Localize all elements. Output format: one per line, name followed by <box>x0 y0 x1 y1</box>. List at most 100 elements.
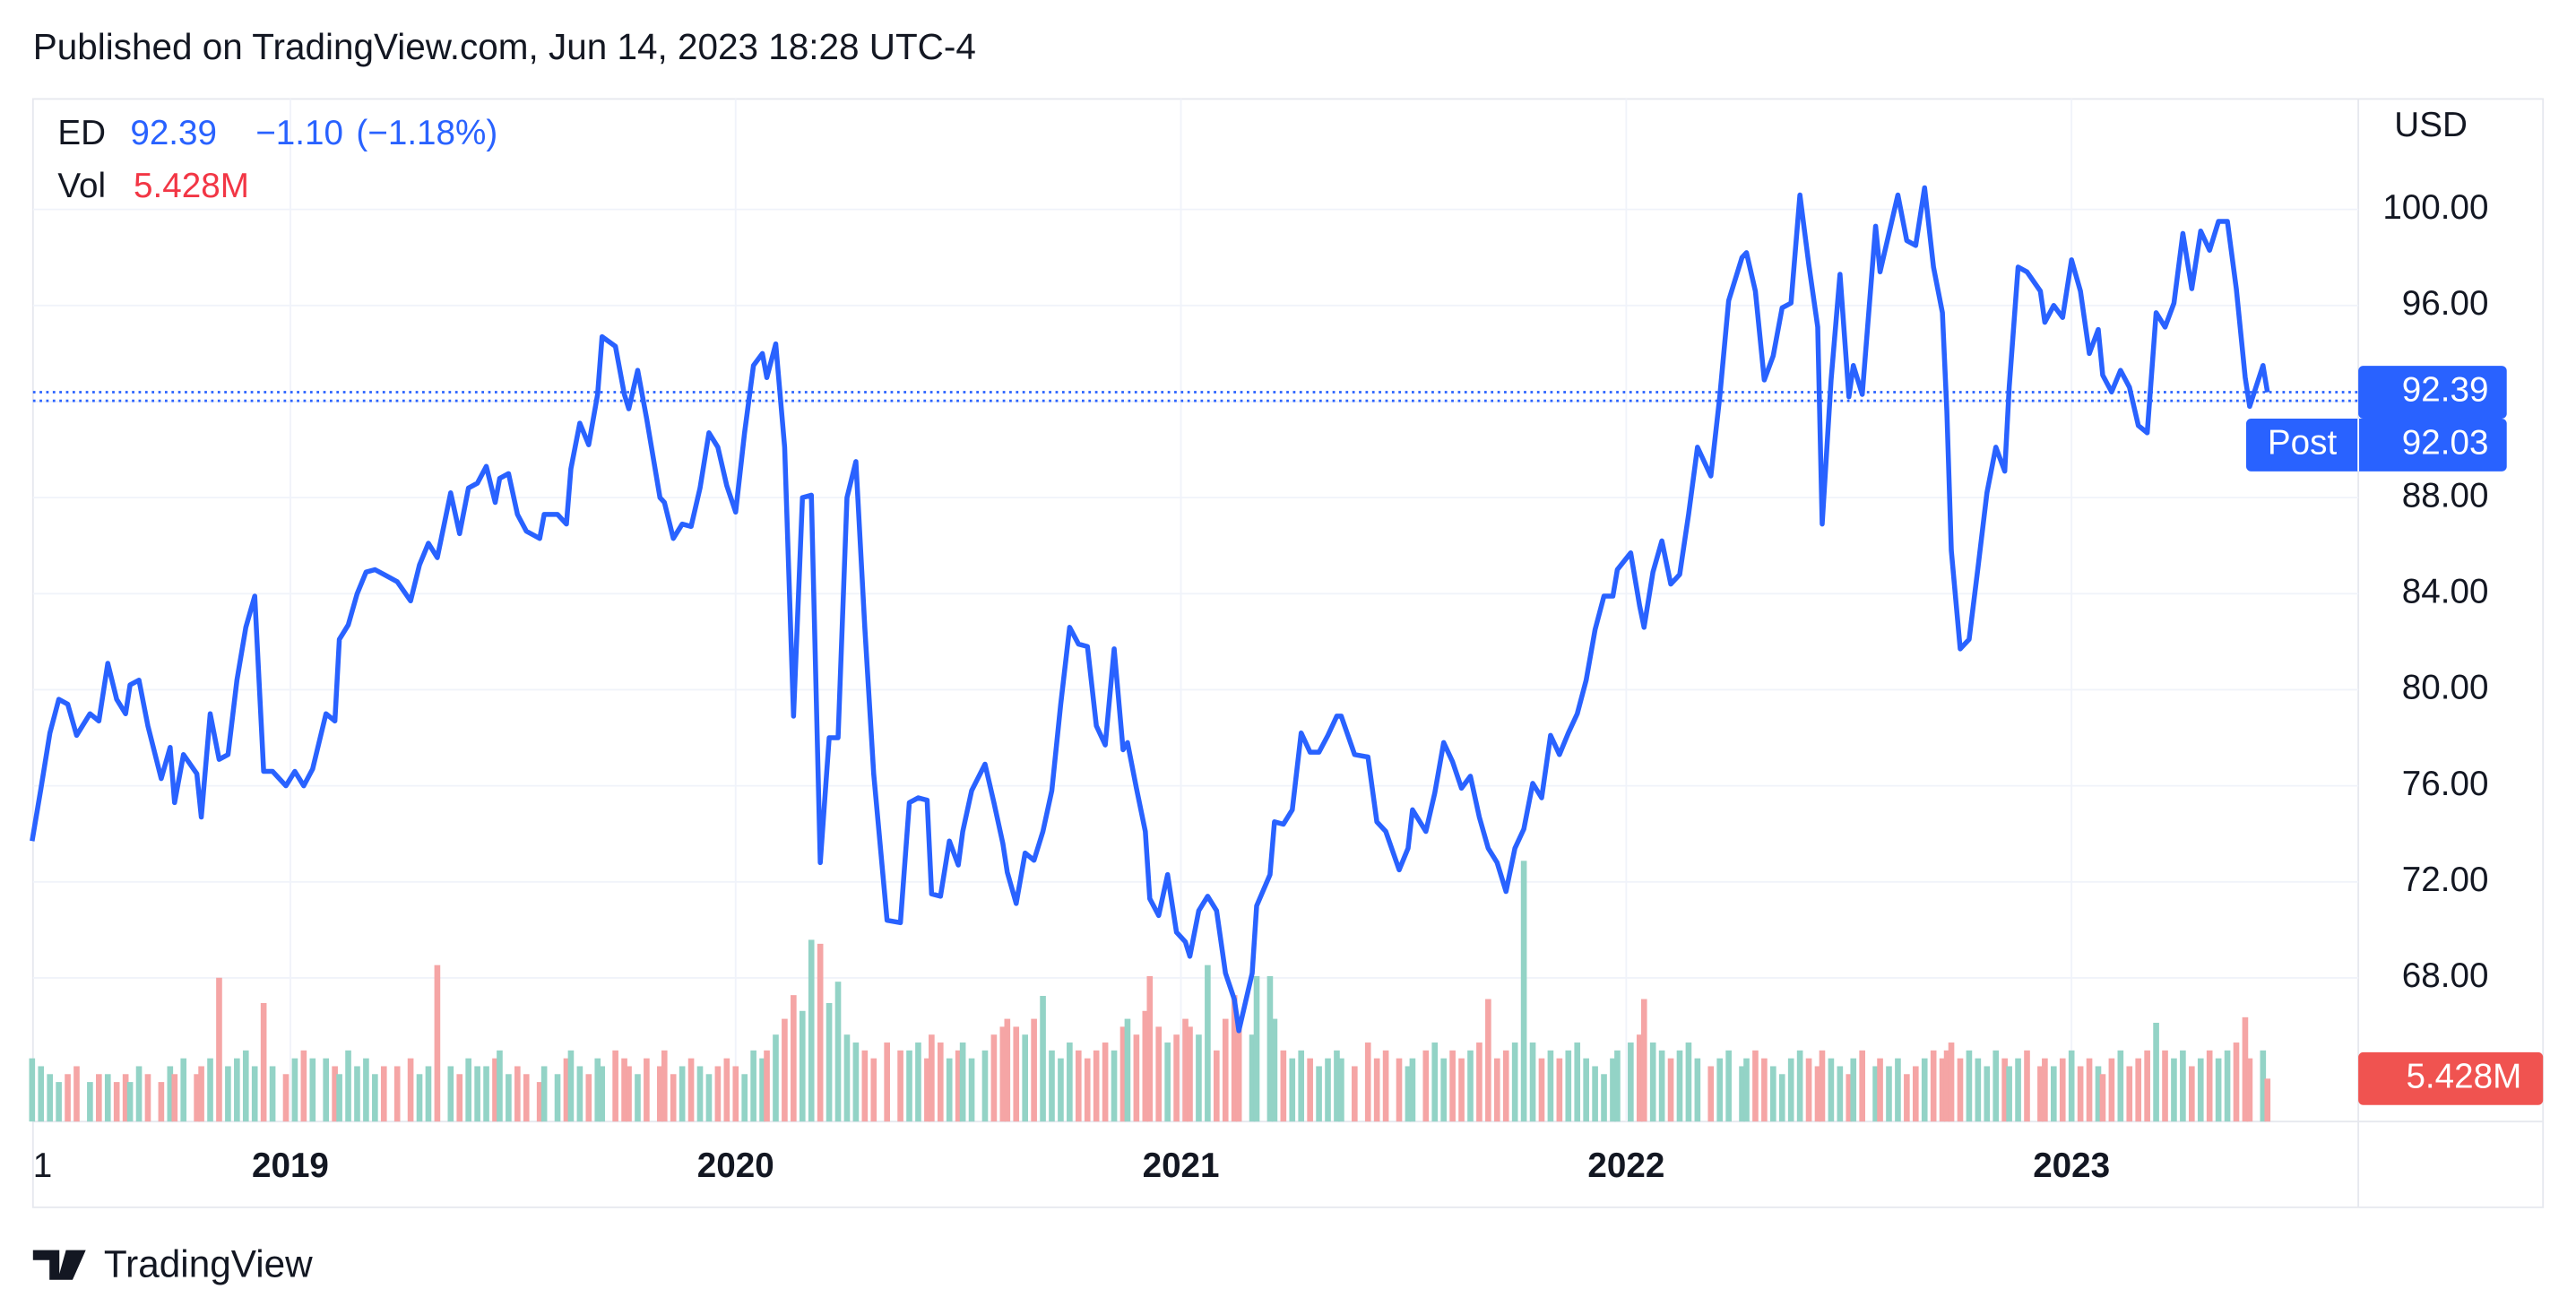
volume-bar <box>1796 1050 1803 1122</box>
volume-bar <box>567 1050 575 1122</box>
volume-bar <box>955 1050 962 1122</box>
volume-bar <box>1984 1066 1991 1122</box>
volume-bar <box>1520 861 1527 1122</box>
volume-bar <box>1449 1050 1456 1122</box>
volume-bar <box>1084 1058 1091 1122</box>
volume-bar <box>2189 1066 2195 1122</box>
volume-bar <box>167 1066 174 1122</box>
volume-bar <box>1405 1066 1412 1122</box>
volume-bar <box>1837 1066 1844 1122</box>
volume-bar <box>2024 1050 2030 1122</box>
volume-bar <box>1040 996 1046 1122</box>
volume-bar <box>1013 1026 1020 1122</box>
volume-bar <box>2162 1050 2168 1122</box>
volume-tag-box <box>2358 1051 2544 1105</box>
volume-bar <box>2086 1058 2093 1122</box>
x-tick-label: 2021 <box>1143 1146 1220 1185</box>
volume-bar <box>1511 1042 1518 1122</box>
volume-bar <box>1658 1050 1665 1122</box>
currency: USD <box>2394 106 2468 144</box>
volume-bar <box>1805 1058 1812 1122</box>
volume-bar <box>687 1058 695 1122</box>
volume-bar <box>1271 1018 1278 1122</box>
volume-bar <box>1476 1042 1482 1122</box>
volume-bar <box>465 1058 471 1122</box>
volume-bar <box>764 1050 770 1122</box>
volume-bar <box>171 1074 178 1122</box>
volume-bar <box>1725 1050 1732 1122</box>
logo: TradingView <box>32 1242 313 1285</box>
volume-bar <box>1707 1066 1715 1122</box>
volume-bar <box>1667 1058 1674 1122</box>
volume-bar <box>363 1058 369 1122</box>
volume-bar <box>1289 1058 1296 1122</box>
volume-bar <box>1133 1034 1140 1122</box>
volume-bar <box>1382 1050 1389 1122</box>
volume-bar <box>808 939 815 1122</box>
post-tag-box <box>2246 418 2507 471</box>
volume-bar <box>981 1050 989 1122</box>
volume-bar <box>1886 1066 1892 1122</box>
volume-bar <box>523 1074 530 1122</box>
volume-bar <box>861 1050 869 1122</box>
volume-bar <box>2246 1058 2253 1122</box>
volume-bar <box>915 1042 921 1122</box>
volume-bar <box>1298 1050 1305 1122</box>
volume-bar <box>2006 1066 2012 1122</box>
volume-bar <box>2095 1066 2102 1122</box>
volume-bar <box>2153 1022 2159 1122</box>
price-tag-box <box>2358 366 2507 419</box>
volume-bar <box>1111 1050 1118 1122</box>
axes: 68.0072.0076.0080.0084.0088.0092.0096.00… <box>252 188 2544 1185</box>
volume-bar <box>1214 1050 1220 1122</box>
volume-bar <box>1187 1026 1193 1122</box>
volume-bar <box>732 1066 739 1122</box>
volume-bar <box>1565 1050 1572 1122</box>
grid <box>32 99 2359 1122</box>
volume-bar <box>234 1058 240 1122</box>
volume-bar <box>225 1066 231 1122</box>
volume-bar <box>2126 1066 2133 1122</box>
volume-bar <box>1819 1050 1826 1122</box>
volume-bar <box>1872 1066 1879 1122</box>
volume-bar <box>884 1042 890 1122</box>
volume-bar <box>1610 1058 1616 1122</box>
volume-bar <box>1676 1050 1683 1122</box>
volume-bar <box>393 1066 401 1122</box>
volume-bar <box>126 1082 134 1122</box>
volume-bar <box>336 1074 342 1122</box>
volume-bar <box>1547 1050 1554 1122</box>
price-pane <box>30 185 2359 1034</box>
volume-bar <box>799 1010 806 1122</box>
volume-bar <box>1502 1050 1509 1122</box>
volume-bar <box>670 1074 677 1122</box>
volume-bar <box>1485 999 1491 1122</box>
volume-bar <box>2264 1078 2271 1122</box>
volume-bar <box>1142 1010 1149 1122</box>
volume-bar <box>554 1074 561 1122</box>
frame <box>31 98 2545 1208</box>
volume-bar <box>1325 1058 1331 1122</box>
volume-bar <box>1075 1050 1082 1122</box>
volume-bar <box>1231 995 1238 1122</box>
volume-bar <box>782 1018 788 1122</box>
volume-bar <box>714 1066 722 1122</box>
volume-bar <box>1685 1042 1692 1122</box>
volume-bar <box>1912 1066 1919 1122</box>
volume-bar <box>599 1066 606 1122</box>
volume-bar <box>65 1074 71 1122</box>
volume-bar <box>242 1050 249 1122</box>
volume-bar <box>1280 1050 1287 1122</box>
volume-bar <box>2099 1074 2106 1122</box>
volume-bar <box>1601 1074 1607 1122</box>
volume-bar <box>661 1050 668 1122</box>
volume-bar <box>1307 1058 1313 1122</box>
volume-bar <box>1067 1042 1073 1122</box>
volume-tag: 5.428M <box>2406 1058 2521 1096</box>
volume-bar <box>576 1066 583 1122</box>
volume-bar <box>791 995 797 1122</box>
volume-bar <box>2077 1066 2084 1122</box>
volume-bar <box>1948 1042 1955 1122</box>
volume-bar <box>906 1050 912 1122</box>
volume-bar <box>696 1066 704 1122</box>
